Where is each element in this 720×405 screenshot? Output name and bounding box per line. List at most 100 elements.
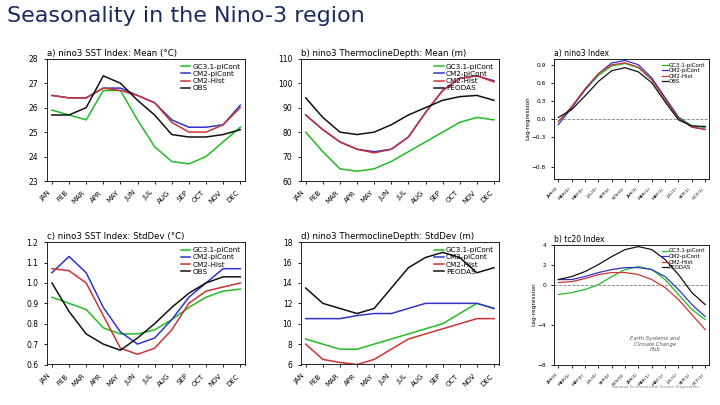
PEODAS [318,301,327,306]
CM2-piCont [150,336,159,341]
Line: PEODAS: PEODAS [306,252,494,313]
PEODAS [456,255,464,260]
CM2-piCont [567,277,576,282]
GC3.1-piCont [472,301,481,306]
CM2-Hist [168,120,176,125]
CM2-Hist [567,279,576,284]
CM2-Hist [701,327,709,332]
CM2-Hist [353,362,361,367]
CM2-piCont [472,301,481,306]
GC3.1-piCont [674,292,683,297]
OBS [116,348,125,353]
OBS [133,98,142,103]
CM2-piCont [581,274,590,279]
Line: OBS: OBS [52,277,240,350]
CM2-piCont [336,316,344,321]
GC3.1-piCont [421,326,430,331]
Y-axis label: Lag-regression: Lag-regression [526,97,531,141]
GC3.1-piCont [168,159,176,164]
Legend: GC3.1-piCont, CM2-piCont, CM2-Hist, OBS: GC3.1-piCont, CM2-piCont, CM2-Hist, OBS [179,62,242,93]
CM2-Hist [99,313,107,318]
CM2-piCont [65,96,73,100]
Line: CM2-piCont: CM2-piCont [558,60,705,130]
GC3.1-piCont [302,130,310,134]
CM2-Hist [48,93,56,98]
OBS [48,281,56,286]
CM2-Hist [490,79,498,84]
CM2-piCont [661,274,670,279]
CM2-piCont [594,270,603,275]
CM2-piCont [219,122,228,127]
GC3.1-piCont [318,342,327,347]
PEODAS [387,122,395,127]
Line: GC3.1-piCont: GC3.1-piCont [306,117,494,171]
CM2-piCont [82,271,91,275]
CM2-piCont [456,76,464,81]
GC3.1-piCont [634,65,643,70]
CM2-piCont [48,271,56,275]
GC3.1-piCont [236,287,245,292]
PEODAS [701,302,709,307]
Text: b) tc20 Index: b) tc20 Index [554,235,605,244]
Line: CM2-piCont: CM2-piCont [558,268,705,317]
PEODAS [661,257,670,262]
Legend: GC3.1-piCont, CM2-piCont, CM2-Hist, PEODAS: GC3.1-piCont, CM2-piCont, CM2-Hist, PEOD… [433,246,495,276]
PEODAS [472,271,481,275]
PEODAS [353,132,361,137]
PEODAS [621,247,629,252]
GC3.1-piCont [594,282,603,287]
Y-axis label: Lag-regression: Lag-regression [531,283,536,326]
GC3.1-piCont [219,289,228,294]
CM2-piCont [554,122,562,127]
CM2-piCont [634,62,643,67]
PEODAS [567,274,576,279]
GC3.1-piCont [456,120,464,125]
Text: a) nino3 SST Index: Mean (°C): a) nino3 SST Index: Mean (°C) [47,49,177,58]
PEODAS [370,130,379,134]
GC3.1-piCont [184,162,193,166]
OBS [634,70,643,75]
CM2-piCont [133,93,142,98]
GC3.1-piCont [404,331,413,336]
CM2-piCont [302,316,310,321]
Text: Earth Systems and
Climate Change
Hub: Earth Systems and Climate Change Hub [630,336,680,352]
CM2-Hist [647,77,656,82]
CM2-Hist [581,276,590,281]
OBS [184,134,193,139]
CM2-piCont [65,254,73,259]
CM2-piCont [302,113,310,117]
CM2-Hist [150,346,159,351]
OBS [567,107,576,112]
GC3.1-piCont [99,325,107,330]
GC3.1-piCont [116,331,125,336]
OBS [621,65,629,70]
PEODAS [490,98,498,103]
GC3.1-piCont [184,305,193,310]
Text: a) nino3 Index: a) nino3 Index [554,49,609,58]
CM2-piCont [554,277,562,282]
OBS [219,275,228,279]
CM2-Hist [82,96,91,100]
CM2-Hist [456,321,464,326]
CM2-piCont [404,306,413,311]
GC3.1-piCont [608,274,616,279]
OBS [99,342,107,347]
GC3.1-piCont [65,113,73,117]
CM2-Hist [634,65,643,70]
CM2-Hist [236,105,245,110]
PEODAS [318,115,327,120]
GC3.1-piCont [133,117,142,122]
GC3.1-piCont [150,327,159,332]
CM2-piCont [168,117,176,122]
CM2-Hist [99,85,107,90]
GC3.1-piCont [353,347,361,352]
OBS [48,113,56,117]
CM2-Hist [336,139,344,144]
CM2-Hist [421,110,430,115]
PEODAS [336,130,344,134]
PEODAS [302,286,310,290]
GC3.1-piCont [168,317,176,322]
CM2-piCont [621,265,629,270]
OBS [219,132,228,137]
PEODAS [634,244,643,249]
